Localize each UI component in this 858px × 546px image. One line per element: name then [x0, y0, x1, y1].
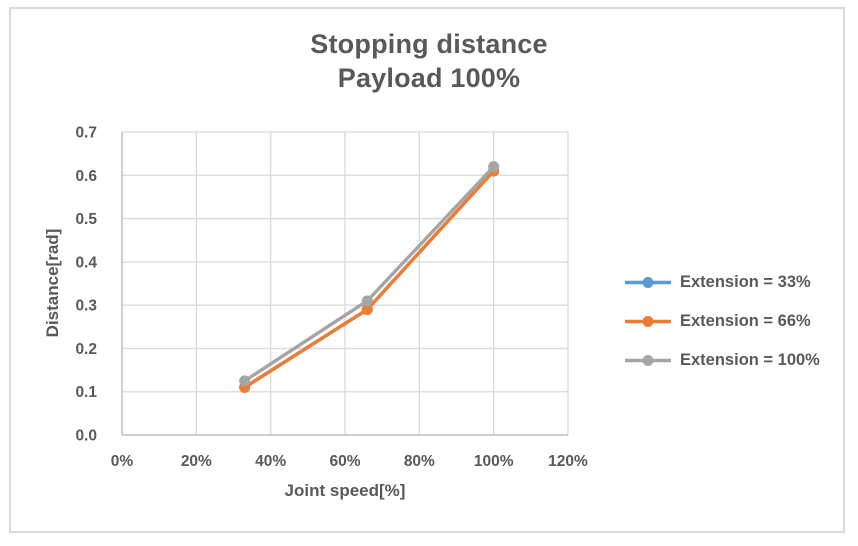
- svg-text:20%: 20%: [181, 453, 212, 470]
- svg-text:0.0: 0.0: [75, 428, 97, 445]
- svg-text:0.3: 0.3: [75, 298, 97, 315]
- legend-label: Extension = 66%: [680, 312, 811, 330]
- legend-item-extension-33: Extension = 33%: [625, 263, 820, 302]
- svg-text:0.6: 0.6: [75, 168, 97, 185]
- chart-frame: [9, 7, 845, 533]
- legend-label: Extension = 33%: [680, 273, 811, 291]
- svg-text:40%: 40%: [255, 453, 286, 470]
- legend-marker-line-orange: [625, 316, 671, 327]
- legend: Extension = 33% Extension = 66% Extensio…: [625, 263, 820, 380]
- svg-text:0%: 0%: [111, 453, 134, 470]
- y-axis-title: Distance[rad]: [43, 228, 62, 338]
- svg-text:0.1: 0.1: [75, 384, 97, 401]
- svg-text:0.4: 0.4: [75, 254, 97, 271]
- svg-text:0.7: 0.7: [75, 125, 97, 142]
- chart-title-line1: Stopping distance: [310, 29, 548, 59]
- svg-text:120%: 120%: [548, 453, 588, 470]
- chart-title-line2: Payload 100%: [337, 63, 521, 93]
- legend-item-extension-66: Extension = 66%: [625, 302, 820, 341]
- x-axis-title: Joint speed[%]: [284, 481, 406, 500]
- legend-item-extension-100: Extension = 100%: [625, 341, 820, 380]
- svg-text:100%: 100%: [474, 453, 514, 470]
- svg-text:0.5: 0.5: [75, 211, 97, 228]
- legend-marker-line-gray: [625, 355, 671, 366]
- svg-text:80%: 80%: [404, 453, 435, 470]
- svg-text:60%: 60%: [329, 453, 360, 470]
- legend-marker-line-blue: [625, 277, 671, 288]
- svg-text:0.2: 0.2: [75, 341, 97, 358]
- legend-label: Extension = 100%: [680, 351, 820, 369]
- chart-title: Stopping distance Payload 100%: [0, 27, 858, 95]
